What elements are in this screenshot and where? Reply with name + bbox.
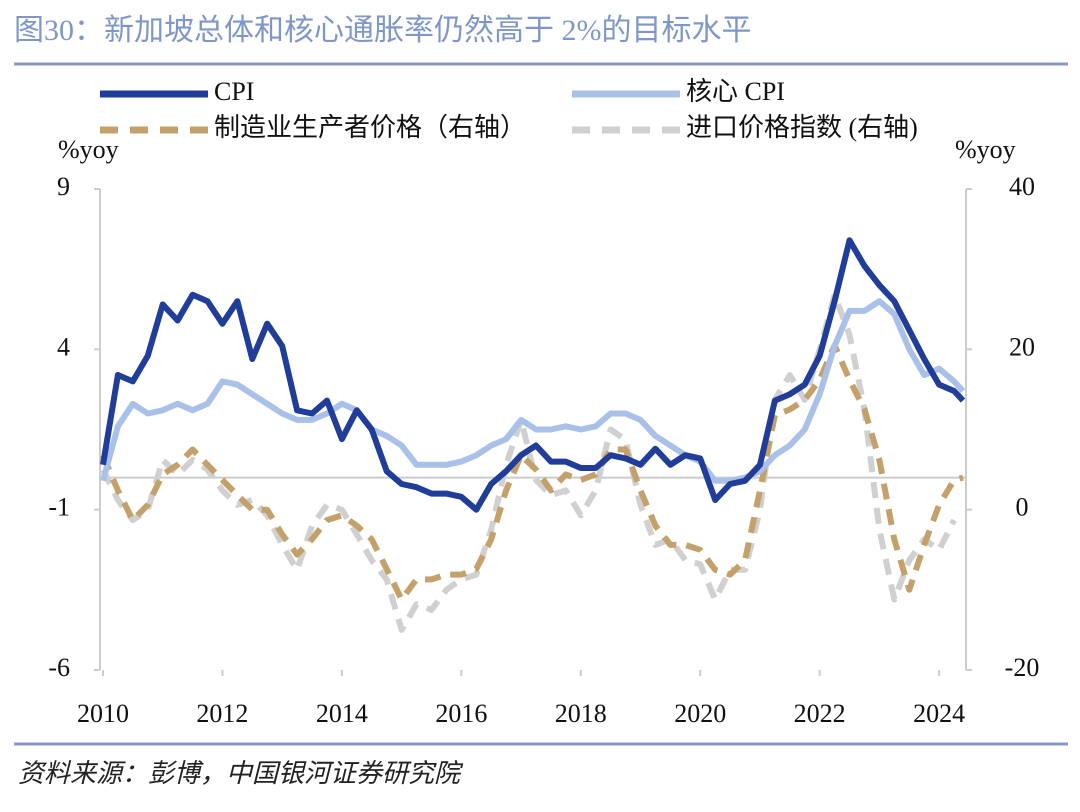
x-tick-label: 2020 — [674, 699, 726, 728]
y-tick-label: -6 — [48, 653, 70, 682]
y2-tick-label: 40 — [1009, 172, 1035, 201]
x-tick-label: 2010 — [77, 699, 129, 728]
y2-axis-label: %yoy — [955, 135, 1016, 164]
x-tick-label: 2014 — [316, 699, 368, 728]
y-tick-label: -1 — [48, 493, 70, 522]
y-axis-label: %yoy — [58, 135, 119, 164]
chart-title: 图30：新加坡总体和核心通胀率仍然高于 2%的目标水平 — [14, 14, 752, 47]
legend-label: CPI — [214, 77, 254, 106]
legend-label: 进口价格指数 (右轴) — [686, 113, 918, 142]
legend-label: 制造业生产者价格（右轴） — [214, 113, 526, 142]
source: 资料来源：彭博，中国银河证券研究院 — [18, 759, 464, 788]
legend-label: 核心 CPI — [686, 77, 785, 106]
y-tick-label: 4 — [57, 332, 70, 361]
x-tick-label: 2018 — [555, 699, 607, 728]
x-tick-label: 2012 — [196, 699, 248, 728]
x-tick-label: 2016 — [435, 699, 487, 728]
series-line — [100, 237, 966, 513]
x-tick-label: 2022 — [794, 699, 846, 728]
y-tick-label: 9 — [57, 172, 70, 201]
x-tick-label: 2024 — [913, 699, 965, 728]
y2-tick-label: -20 — [1005, 653, 1040, 682]
y2-tick-label: 0 — [1016, 493, 1029, 522]
series-line — [100, 298, 966, 484]
y2-tick-label: 20 — [1009, 332, 1035, 361]
